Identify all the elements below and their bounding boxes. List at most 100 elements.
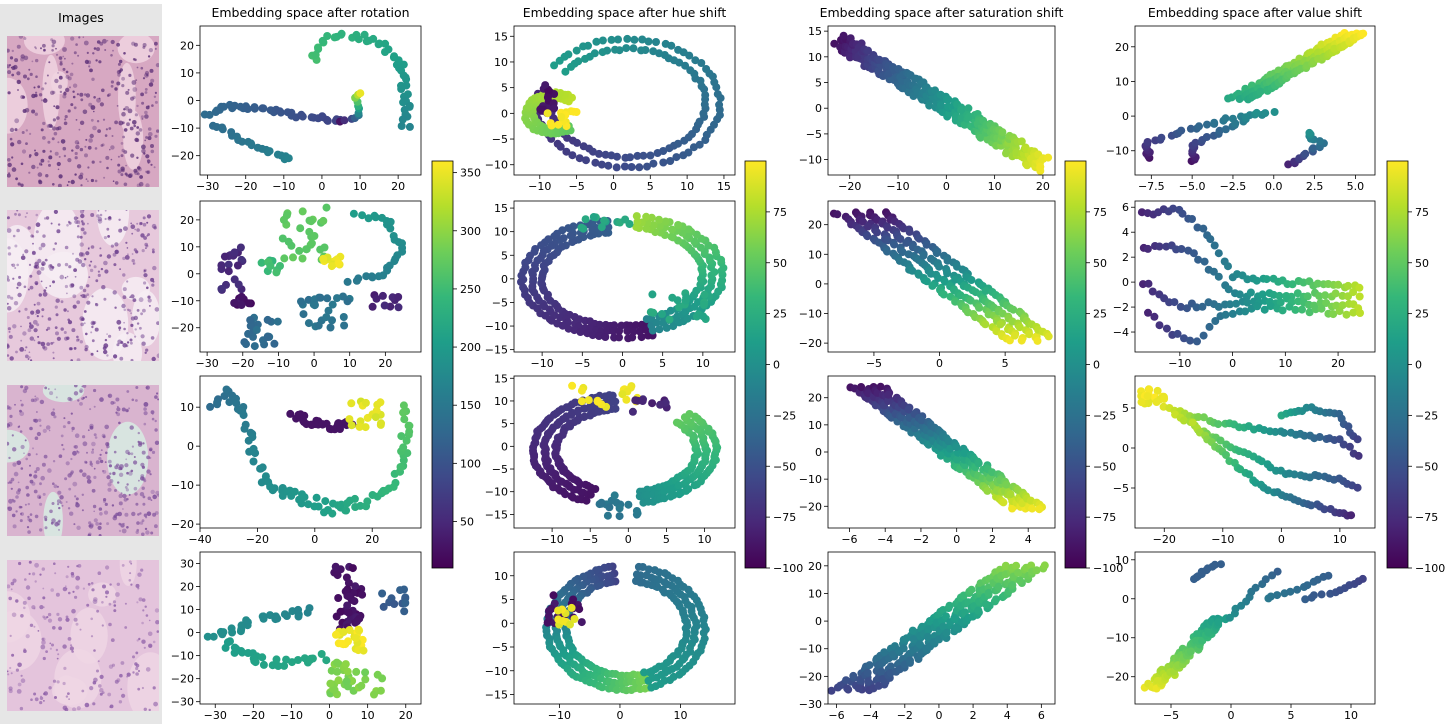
tissue-nucleus — [136, 222, 139, 225]
tissue-nucleus — [55, 298, 60, 303]
scatter-point — [234, 280, 243, 289]
scatter-point — [259, 660, 268, 669]
tissue-nucleus — [69, 283, 75, 289]
tissue-nucleus — [63, 308, 67, 312]
tissue-nucleus — [73, 391, 79, 396]
tissue-nucleus — [16, 460, 22, 466]
tissue-nucleus — [79, 285, 84, 290]
scatter-point — [376, 420, 385, 429]
y-tick-label: 0 — [1122, 442, 1129, 455]
scatter-point — [352, 617, 361, 626]
tissue-nucleus — [35, 47, 37, 50]
tissue-nucleus — [42, 121, 46, 126]
tissue-nucleus — [47, 317, 52, 321]
tissue-nucleus — [88, 102, 93, 107]
tissue-nucleus — [142, 222, 147, 227]
scatter-point — [568, 151, 577, 160]
tissue-nucleus — [15, 350, 18, 354]
tissue-nucleus — [144, 269, 146, 272]
tissue-nucleus — [37, 258, 42, 263]
scatter-point — [668, 293, 677, 302]
tissue-nucleus — [75, 497, 79, 501]
scatter-point — [336, 607, 345, 616]
tissue-nucleus — [29, 72, 33, 76]
tissue-nucleus — [131, 511, 136, 517]
tissue-nucleus — [55, 331, 59, 336]
scatter-point — [998, 128, 1007, 137]
scatter-point — [307, 239, 316, 248]
tissue-nucleus — [15, 510, 18, 513]
tissue-nucleus — [73, 216, 78, 221]
tissue-nucleus — [117, 155, 120, 158]
x-tick-label: −10 — [1168, 357, 1191, 370]
tissue-nucleus — [140, 115, 144, 119]
tissue-nucleus — [146, 214, 152, 219]
tissue-nucleus — [114, 87, 118, 91]
tissue-nucleus — [112, 290, 117, 295]
tissue-nucleus — [20, 512, 23, 515]
scatter-point — [623, 34, 632, 43]
scatter-point — [566, 231, 575, 240]
scatter-point — [642, 212, 651, 221]
tissue-nucleus — [37, 341, 41, 345]
tissue-nucleus — [93, 467, 96, 470]
tissue-nucleus — [146, 221, 149, 224]
tissue-nucleus — [72, 304, 77, 309]
scatter-point — [1162, 324, 1171, 333]
tissue-nucleus — [46, 74, 49, 77]
scatter-point — [1349, 288, 1358, 297]
x-tick-label: −20 — [234, 180, 257, 193]
tissue-nucleus — [69, 72, 74, 77]
y-tick-label: −15 — [485, 689, 508, 702]
scatter-point — [843, 684, 852, 693]
scatter-point — [649, 159, 658, 168]
tissue-nucleus — [76, 93, 79, 96]
tissue-nucleus — [147, 496, 152, 501]
y-tick-label: −20 — [799, 337, 822, 350]
tissue-nucleus — [121, 84, 125, 88]
tissue-nucleus — [25, 142, 28, 145]
tissue-nucleus — [127, 253, 129, 256]
tissue-nucleus — [7, 344, 10, 349]
scatter-point — [630, 35, 639, 44]
x-tick-label: 0.0 — [1265, 180, 1283, 193]
tissue-nucleus — [36, 315, 39, 318]
tissue-nucleus — [82, 36, 85, 38]
tissue-nucleus — [7, 275, 10, 280]
tissue-nucleus — [74, 156, 78, 160]
tissue-lumen — [107, 421, 149, 495]
scatter-point — [314, 45, 323, 53]
tissue-nucleus — [134, 137, 139, 142]
scatter-point — [633, 509, 642, 518]
scatter-point — [394, 303, 403, 312]
tissue-nucleus — [59, 62, 63, 66]
tissue-nucleus — [55, 396, 58, 399]
tissue-nucleus — [107, 459, 112, 464]
tissue-nucleus — [57, 72, 59, 74]
y-tick-label: −15 — [485, 344, 508, 357]
scatter-point — [833, 210, 842, 219]
tissue-nucleus — [131, 259, 135, 263]
tissue-nucleus — [99, 453, 102, 456]
scatter-point — [303, 608, 312, 617]
scatter-point — [967, 276, 976, 284]
tissue-nucleus — [128, 73, 132, 77]
tissue-nucleus — [67, 158, 72, 163]
tissue-nucleus — [78, 128, 81, 131]
tissue-nucleus — [10, 142, 15, 147]
tissue-nucleus — [21, 131, 25, 134]
scatter-point — [648, 399, 657, 408]
tissue-nucleus — [91, 339, 95, 343]
tissue-nucleus — [150, 149, 155, 154]
tissue-nucleus — [109, 148, 111, 151]
tissue-nucleus — [12, 499, 16, 503]
y-tick-label: −20 — [171, 322, 194, 335]
tissue-nucleus — [148, 48, 153, 53]
tissue-nucleus — [134, 58, 137, 62]
tissue-nucleus — [55, 105, 60, 110]
tissue-nucleus — [88, 524, 94, 529]
tissue-nucleus — [82, 385, 87, 388]
tissue-nucleus — [7, 162, 12, 168]
tissue-nucleus — [51, 502, 55, 505]
scatter-panel-3-4: −20 −10 0 10−505 — [1113, 375, 1376, 546]
